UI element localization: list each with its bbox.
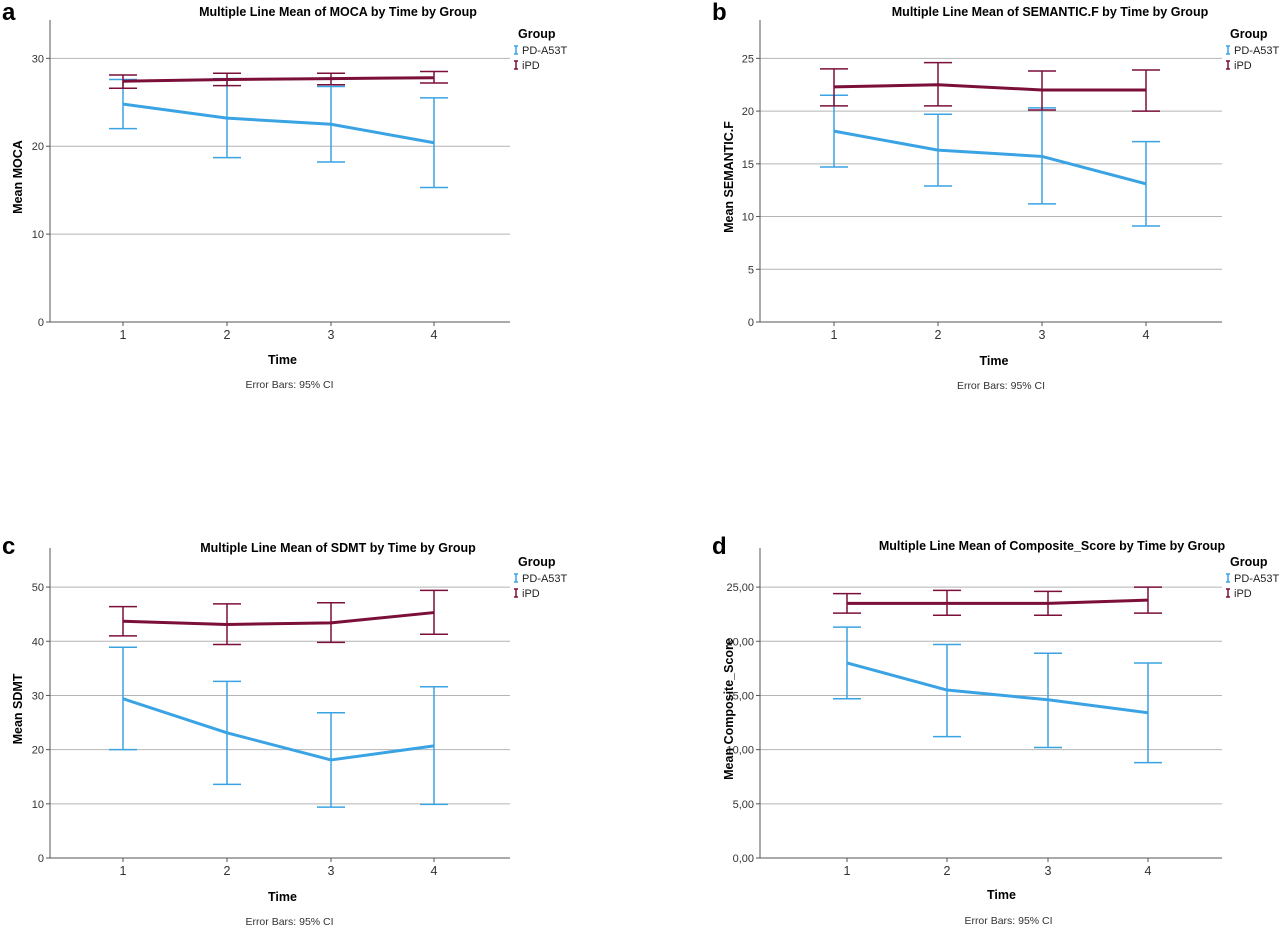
series-ipd bbox=[833, 586, 1162, 617]
series-line bbox=[846, 661, 1149, 715]
error-bars-note: Error Bars: 95% CI bbox=[964, 915, 1052, 927]
x-tick-label: 4 bbox=[1143, 328, 1150, 342]
error-bars-note: Error Bars: 95% CI bbox=[957, 380, 1045, 392]
x-tick-label: 3 bbox=[1039, 328, 1046, 342]
x-tick-label: 1 bbox=[120, 328, 127, 342]
x-tick-label: 3 bbox=[328, 864, 335, 878]
x-tick-label: 2 bbox=[224, 864, 231, 878]
x-axis-title: Time bbox=[980, 354, 1009, 368]
series-ipd bbox=[820, 61, 1160, 112]
series-line bbox=[847, 598, 1149, 605]
y-axis-title: Mean SEMANTIC.F bbox=[722, 121, 736, 233]
error-bars-note: Error Bars: 95% CI bbox=[245, 916, 333, 928]
legend: Group PD-A53T iPD bbox=[514, 555, 568, 600]
y-tick-label: 20 bbox=[32, 745, 44, 757]
y-tick-label: 5,00 bbox=[733, 799, 754, 811]
legend-title: Group bbox=[1230, 555, 1268, 569]
chart-title: Multiple Line Mean of SEMANTIC.F by Time… bbox=[892, 5, 1209, 19]
x-axis-title: Time bbox=[268, 353, 297, 367]
y-tick-label: 30 bbox=[32, 53, 44, 65]
legend-title: Group bbox=[518, 27, 556, 41]
legend-label: iPD bbox=[522, 588, 540, 600]
x-tick-label: 2 bbox=[224, 328, 231, 342]
chart-panel-a: a Multiple Line Mean of MOCA by Time by G… bbox=[2, 0, 568, 391]
y-tick-label: 30 bbox=[32, 690, 44, 702]
y-tick-label: 25 bbox=[742, 53, 754, 65]
legend-label: PD-A53T bbox=[1234, 573, 1280, 585]
panel-letter: c bbox=[2, 533, 15, 560]
series-line bbox=[833, 83, 1146, 92]
y-axis-title: Mean Composite_Score bbox=[722, 638, 736, 780]
x-axis-title: Time bbox=[268, 890, 297, 904]
y-tick-label: 15,00 bbox=[726, 690, 754, 702]
y-tick-label: 0 bbox=[38, 317, 44, 329]
x-tick-label: 2 bbox=[935, 328, 942, 342]
chart-title: Multiple Line Mean of Composite_Score by… bbox=[879, 539, 1226, 553]
y-tick-label: 0 bbox=[748, 317, 754, 329]
y-tick-label: 5 bbox=[748, 264, 754, 276]
y-tick-label: 0,00 bbox=[733, 853, 754, 865]
legend: Group PD-A53T iPD bbox=[514, 27, 568, 72]
panel-letter: b bbox=[712, 0, 727, 26]
x-tick-label: 4 bbox=[1145, 864, 1152, 878]
legend-label: PD-A53T bbox=[522, 573, 568, 585]
legend: Group PD-A53T iPD bbox=[1226, 555, 1280, 600]
series-pd-a53t bbox=[109, 77, 448, 189]
panel-letter: d bbox=[712, 533, 727, 560]
series-line bbox=[122, 102, 435, 145]
legend-label: iPD bbox=[1234, 60, 1252, 72]
x-tick-label: 4 bbox=[431, 328, 438, 342]
legend-label: iPD bbox=[1234, 588, 1252, 600]
series-line bbox=[833, 129, 1147, 186]
y-tick-label: 20 bbox=[742, 106, 754, 118]
chart-panel-c: c Multiple Line Mean of SDMT by Time by G… bbox=[2, 533, 568, 928]
series-line bbox=[122, 76, 435, 83]
chart-title: Multiple Line Mean of MOCA by Time by Gr… bbox=[199, 5, 477, 19]
x-tick-label: 3 bbox=[1045, 864, 1052, 878]
y-axis-title: Mean MOCA bbox=[11, 140, 25, 214]
error-bars-note: Error Bars: 95% CI bbox=[245, 379, 333, 391]
chart-panel-d: d Multiple Line Mean of Composite_Score b… bbox=[712, 533, 1280, 927]
series-pd-a53t bbox=[820, 94, 1160, 227]
x-tick-label: 3 bbox=[328, 328, 335, 342]
y-tick-label: 20,00 bbox=[726, 636, 754, 648]
y-tick-label: 10,00 bbox=[726, 745, 754, 757]
legend-label: PD-A53T bbox=[522, 45, 568, 57]
legend: Group PD-A53T iPD bbox=[1226, 27, 1280, 72]
y-tick-label: 10 bbox=[32, 799, 44, 811]
series-pd-a53t bbox=[109, 646, 448, 808]
y-tick-label: 10 bbox=[32, 229, 44, 241]
series-pd-a53t bbox=[833, 626, 1162, 764]
series-ipd bbox=[109, 70, 448, 89]
y-tick-label: 0 bbox=[38, 853, 44, 865]
panel-letter: a bbox=[2, 0, 16, 26]
y-tick-label: 40 bbox=[32, 636, 44, 648]
y-axis-title: Mean SDMT bbox=[11, 673, 25, 744]
chart-panel-b: b Multiple Line Mean of SEMANTIC.F by Tim… bbox=[712, 0, 1280, 392]
x-tick-label: 4 bbox=[431, 864, 438, 878]
y-tick-label: 25,00 bbox=[726, 582, 754, 594]
chart-title: Multiple Line Mean of SDMT by Time by Gr… bbox=[200, 541, 476, 555]
y-tick-label: 15 bbox=[742, 159, 754, 171]
series-ipd bbox=[109, 589, 448, 646]
x-tick-label: 2 bbox=[944, 864, 951, 878]
y-tick-label: 20 bbox=[32, 141, 44, 153]
legend-title: Group bbox=[518, 555, 556, 569]
x-tick-label: 1 bbox=[844, 864, 851, 878]
x-tick-label: 1 bbox=[831, 328, 838, 342]
y-tick-label: 10 bbox=[742, 212, 754, 224]
series-line bbox=[122, 697, 435, 762]
legend-title: Group bbox=[1230, 27, 1268, 41]
x-axis-title: Time bbox=[987, 888, 1016, 902]
legend-label: iPD bbox=[522, 60, 540, 72]
series-line bbox=[122, 611, 435, 626]
y-tick-label: 50 bbox=[32, 582, 44, 594]
x-tick-label: 1 bbox=[120, 864, 127, 878]
legend-label: PD-A53T bbox=[1234, 45, 1280, 57]
